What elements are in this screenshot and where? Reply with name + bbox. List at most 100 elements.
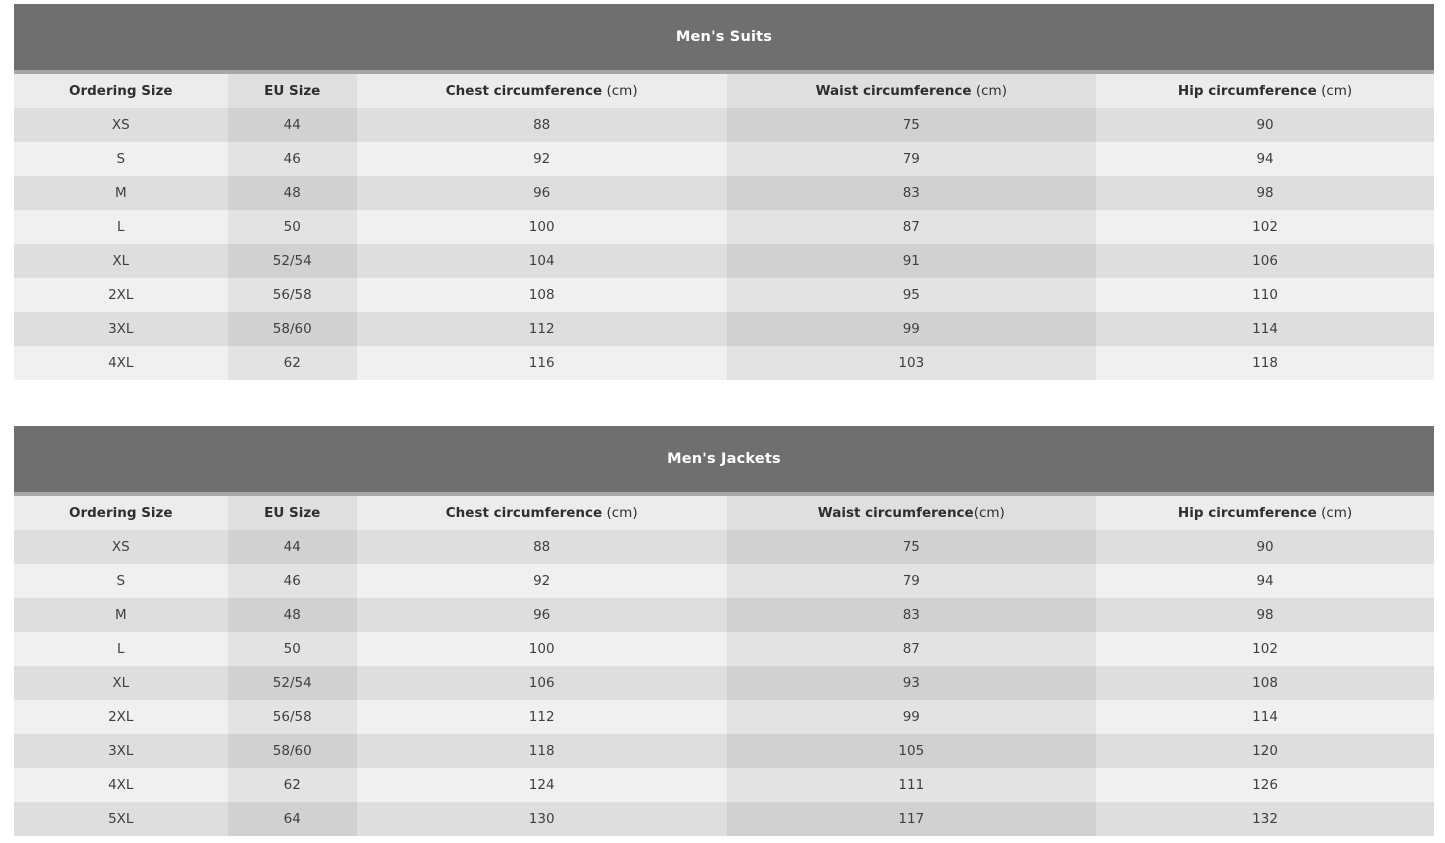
- table-cell: 48: [227, 176, 357, 210]
- table-cell: 108: [356, 278, 727, 312]
- table-cell: 50: [227, 632, 357, 666]
- table-cell: 4XL: [14, 768, 228, 802]
- table-title-bar: Men's Jackets: [14, 426, 1434, 496]
- table-cell: 94: [1096, 564, 1434, 598]
- table-cell: 52/54: [227, 244, 357, 278]
- table-cell: 64: [227, 802, 357, 836]
- table-cell: 96: [356, 176, 727, 210]
- table-cell: 132: [1096, 802, 1434, 836]
- column-header: Ordering Size: [14, 74, 228, 108]
- table-cell: 52/54: [227, 666, 357, 700]
- header-row: Ordering Size EU Size Chest circumference …: [14, 496, 1434, 530]
- table-cell: 117: [726, 802, 1097, 836]
- column-header: Chest circumference (cm): [356, 496, 727, 530]
- column-header-label: EU Size: [264, 83, 321, 99]
- table-row: S 46 92 79 94: [14, 564, 1434, 598]
- column-header-label: Hip circumference: [1177, 505, 1317, 521]
- table-row: 4XL 62 116 103 118: [14, 346, 1434, 380]
- table-cell: 108: [1096, 666, 1434, 700]
- table-cell: 58/60: [227, 734, 357, 768]
- table-row: L 50 100 87 102: [14, 632, 1434, 666]
- column-header-unit: (cm): [602, 505, 638, 521]
- table-cell: 94: [1096, 142, 1434, 176]
- table-cell: 90: [1096, 530, 1434, 564]
- table-cell: 110: [1096, 278, 1434, 312]
- table-row: 5XL 64 130 117 132: [14, 802, 1434, 836]
- size-table: Ordering Size EU Size Chest circumference …: [14, 74, 1434, 380]
- table-cell: 88: [356, 108, 727, 142]
- table-cell: 99: [726, 312, 1097, 346]
- table-cell: XL: [14, 666, 228, 700]
- table-cell: 124: [356, 768, 727, 802]
- table-cell: 50: [227, 210, 357, 244]
- table-cell: S: [14, 142, 228, 176]
- column-header: Chest circumference (cm): [356, 74, 727, 108]
- table-cell: 3XL: [14, 734, 228, 768]
- table-cell: 79: [726, 564, 1097, 598]
- table-cell: 2XL: [14, 278, 228, 312]
- column-header: Ordering Size: [14, 496, 228, 530]
- column-header-label: Waist circumference: [817, 505, 974, 521]
- table-title-bar: Men's Suits: [14, 4, 1434, 74]
- table-cell: 87: [726, 632, 1097, 666]
- column-header-label: Chest circumference: [445, 505, 603, 521]
- table-row: 4XL 62 124 111 126: [14, 768, 1434, 802]
- table-cell: 96: [356, 598, 727, 632]
- table-cell: 111: [726, 768, 1097, 802]
- table-title: Men's Suits: [675, 29, 773, 45]
- size-table: Ordering Size EU Size Chest circumference …: [14, 496, 1434, 836]
- column-header: EU Size: [227, 496, 357, 530]
- table-cell: 112: [356, 700, 727, 734]
- table-cell: XS: [14, 530, 228, 564]
- table-cell: 104: [356, 244, 727, 278]
- column-header-label: Chest circumference: [445, 83, 603, 99]
- table-row: S 46 92 79 94: [14, 142, 1434, 176]
- table-cell: 102: [1096, 632, 1434, 666]
- table-cell: L: [14, 210, 228, 244]
- table-cell: 90: [1096, 108, 1434, 142]
- table-cell: 92: [356, 142, 727, 176]
- size-chart-section: Men's Jackets Ordering Size EU Size Chest …: [14, 426, 1434, 836]
- table-cell: 44: [227, 108, 357, 142]
- table-cell: 62: [227, 768, 357, 802]
- column-header: Hip circumference (cm): [1096, 74, 1434, 108]
- table-row: XL 52/54 104 91 106: [14, 244, 1434, 278]
- table-cell: M: [14, 598, 228, 632]
- table-cell: 5XL: [14, 802, 228, 836]
- table-row: 3XL 58/60 118 105 120: [14, 734, 1434, 768]
- table-cell: 93: [726, 666, 1097, 700]
- column-header-unit: (cm): [971, 83, 1007, 99]
- table-cell: 98: [1096, 598, 1434, 632]
- table-cell: L: [14, 632, 228, 666]
- table-cell: 100: [356, 632, 727, 666]
- column-header-unit: (cm): [973, 505, 1005, 521]
- table-cell: 120: [1096, 734, 1434, 768]
- table-row: 3XL 58/60 112 99 114: [14, 312, 1434, 346]
- size-chart-section: Men's Suits Ordering Size EU Size Chest ci…: [14, 4, 1434, 380]
- table-row: XS 44 88 75 90: [14, 108, 1434, 142]
- table-title: Men's Jackets: [667, 451, 781, 467]
- table-cell: 102: [1096, 210, 1434, 244]
- column-header-label: Hip circumference: [1177, 83, 1317, 99]
- table-cell: 3XL: [14, 312, 228, 346]
- table-cell: 4XL: [14, 346, 228, 380]
- table-cell: 56/58: [227, 700, 357, 734]
- table-row: L 50 100 87 102: [14, 210, 1434, 244]
- table-cell: XS: [14, 108, 228, 142]
- table-row: M 48 96 83 98: [14, 598, 1434, 632]
- table-cell: 116: [356, 346, 727, 380]
- table-cell: 48: [227, 598, 357, 632]
- table-cell: XL: [14, 244, 228, 278]
- column-header-unit: (cm): [1316, 505, 1353, 521]
- table-cell: 98: [1096, 176, 1434, 210]
- column-header-label: EU Size: [264, 505, 321, 521]
- table-cell: 75: [726, 530, 1097, 564]
- table-cell: 99: [726, 700, 1097, 734]
- table-cell: 79: [726, 142, 1097, 176]
- table-cell: 46: [227, 142, 357, 176]
- table-cell: M: [14, 176, 228, 210]
- column-header-label: Ordering Size: [68, 83, 173, 99]
- column-header-unit: (cm): [1316, 83, 1353, 99]
- column-header: Waist circumference (cm): [726, 74, 1097, 108]
- table-cell: 118: [356, 734, 727, 768]
